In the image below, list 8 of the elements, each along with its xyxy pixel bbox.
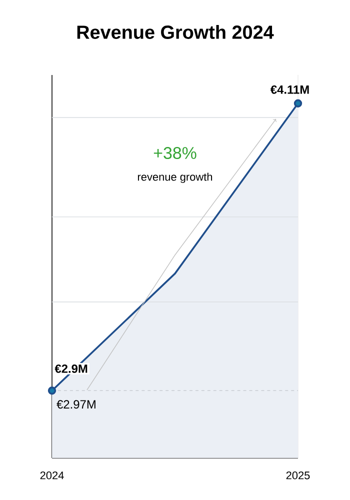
text: €4.11M xyxy=(270,85,309,94)
chart-title: Revenue Growth 2024 xyxy=(77,25,274,39)
text: €2.9M xyxy=(54,364,88,373)
annotation: €2.97M xyxy=(56,400,96,409)
annotation: +38% xyxy=(154,147,196,160)
x-tick-label: 2024 xyxy=(40,472,64,480)
annotation: revenue growth xyxy=(138,172,212,183)
x-tick-label: 2025 xyxy=(286,472,310,480)
